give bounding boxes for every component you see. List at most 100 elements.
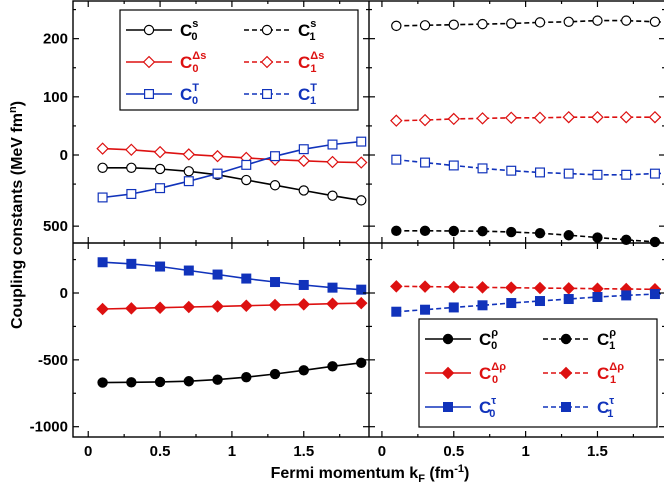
data-point-bottom-right-2-5: [534, 296, 545, 307]
data-point-top-right-2-2: [448, 160, 459, 171]
y-tick-label-bottom: -1000: [30, 419, 68, 436]
data-point-top-right-0-0: [391, 20, 402, 32]
y-tick-label-bottom: -500: [38, 352, 68, 369]
legend-top-marker-1-0: [142, 55, 156, 69]
legend-top: Cs 0 Cs 1 CΔs 0 CΔs 1 CT 0 CT 1: [119, 9, 359, 111]
data-point-top-left-2-4: [212, 168, 223, 179]
x-tick-label-left: 1.5: [293, 443, 314, 460]
data-point-bottom-right-0-3: [477, 226, 488, 237]
legend-bottom-label-1-0: CΔρ 0: [479, 361, 506, 386]
data-point-bottom-left-1-4: [211, 300, 224, 313]
legend-top-label-0-0: Cs 0: [180, 18, 198, 43]
data-point-top-right-0-9: [649, 16, 661, 27]
y-tick-label-top: 200: [43, 31, 68, 48]
data-point-bottom-right-2-1: [420, 304, 431, 315]
data-point-top-left-1-1: [125, 143, 138, 157]
y-tick-label-top: 100: [43, 89, 68, 106]
data-point-top-left-1-7: [297, 154, 311, 168]
legend-bottom: Cρ 0 Cρ 1 CΔρ 0 CΔρ 1 Cτ 0 Cτ 1: [418, 318, 658, 428]
data-point-bottom-right-2-4: [506, 298, 517, 309]
data-point-top-right-0-5: [534, 17, 546, 28]
data-point-bottom-right-1-0: [390, 280, 403, 293]
data-point-top-left-1-3: [182, 148, 196, 161]
series-line-top-left-1: [102, 147, 365, 164]
x-tick-label-left: 0: [84, 443, 92, 460]
legend-bottom-marker-2-1: [560, 402, 571, 413]
data-point-bottom-right-2-3: [477, 300, 488, 311]
data-point-bottom-left-0-5: [241, 372, 252, 383]
x-axis-title: Fermi momentum kF (fm-1): [271, 463, 470, 485]
data-point-bottom-right-2-8: [621, 290, 632, 301]
data-point-bottom-left-1-8: [326, 297, 339, 310]
legend-bottom-label-0-1: Cρ 1: [597, 327, 616, 352]
data-point-top-right-1-8: [619, 110, 633, 124]
data-point-top-right-2-1: [420, 157, 431, 168]
legend-top-label-2-1: CT 1: [298, 82, 317, 107]
data-point-bottom-left-2-8: [327, 282, 338, 293]
data-point-top-left-1-8: [326, 155, 339, 169]
data-point-bottom-left-2-4: [212, 269, 223, 280]
legend-bottom-label-2-0: Cτ 0: [479, 395, 496, 420]
legend-bottom-label-2-1: Cτ 1: [597, 395, 614, 420]
data-point-top-right-1-7: [591, 110, 604, 124]
data-point-bottom-right-0-5: [534, 228, 546, 239]
data-point-top-left-0-7: [298, 185, 309, 196]
data-point-bottom-left-2-0: [97, 257, 108, 268]
data-point-top-right-1-6: [562, 110, 575, 124]
data-point-bottom-left-2-7: [298, 279, 309, 290]
data-point-top-right-2-7: [592, 169, 603, 180]
x-tick-label-right: 0: [378, 443, 386, 460]
data-point-bottom-right-0-2: [448, 225, 459, 237]
data-point-top-left-0-3: [183, 166, 195, 177]
data-point-bottom-left-1-7: [297, 298, 311, 311]
panel-bottom-left: [96, 257, 368, 388]
y-tick-label-bottom: 0: [60, 285, 68, 302]
data-point-top-right-0-1: [419, 20, 431, 31]
data-point-top-left-0-2: [154, 163, 166, 175]
legend-top-label-2-0: CT 0: [180, 82, 199, 107]
panel-bottom-right: [390, 225, 662, 317]
legend-bottom-marker-0-1: [560, 333, 572, 345]
data-point-bottom-right-0-4: [506, 226, 517, 238]
series-line-top-left-0: [102, 167, 366, 202]
data-point-bottom-left-2-3: [183, 265, 194, 276]
data-point-bottom-left-1-3: [182, 300, 196, 314]
legend-top-label-0-1: Cs 1: [298, 18, 316, 43]
data-point-top-left-2-0: [97, 192, 108, 203]
series-line-bottom-left-2: [102, 261, 366, 291]
data-point-bottom-right-0-8: [621, 234, 632, 245]
data-point-top-right-1-2: [447, 112, 461, 126]
data-point-bottom-left-2-9: [356, 284, 367, 295]
legend-bottom-label-0-0: Cρ 0: [479, 327, 498, 352]
data-point-bottom-right-1-6: [562, 282, 575, 295]
panel-top-left: [96, 136, 368, 206]
data-point-top-right-0-8: [621, 15, 632, 26]
data-point-bottom-left-0-7: [298, 365, 309, 376]
data-point-top-left-2-3: [183, 176, 194, 187]
data-point-top-right-2-9: [649, 168, 660, 179]
data-point-top-right-2-3: [477, 163, 488, 174]
data-point-top-right-2-6: [563, 168, 574, 179]
data-point-top-left-1-0: [96, 142, 109, 155]
data-point-top-left-0-8: [327, 190, 338, 201]
legend-top-marker-0-1: [261, 24, 273, 36]
data-point-bottom-left-2-2: [155, 261, 166, 272]
data-point-bottom-right-1-5: [533, 281, 547, 295]
data-point-bottom-right-2-0: [391, 306, 402, 317]
data-point-top-right-2-8: [621, 169, 632, 180]
data-point-top-right-1-0: [390, 114, 403, 127]
data-point-top-right-0-2: [448, 19, 459, 30]
data-point-bottom-left-1-6: [268, 298, 282, 312]
data-point-bottom-left-0-4: [212, 374, 223, 385]
data-point-top-left-1-9: [354, 156, 368, 169]
data-point-top-left-2-8: [327, 139, 338, 150]
y-tick-label-bottom: 500: [43, 218, 68, 235]
data-point-top-right-0-7: [592, 15, 603, 26]
data-point-bottom-left-1-0: [96, 302, 109, 316]
data-point-top-left-2-7: [298, 144, 309, 155]
data-point-bottom-left-1-2: [153, 301, 167, 314]
data-point-bottom-right-2-6: [563, 294, 574, 305]
y-axis-title: Coupling constants (MeV fmn): [7, 101, 26, 329]
y-tick-label-top: 0: [60, 147, 68, 164]
